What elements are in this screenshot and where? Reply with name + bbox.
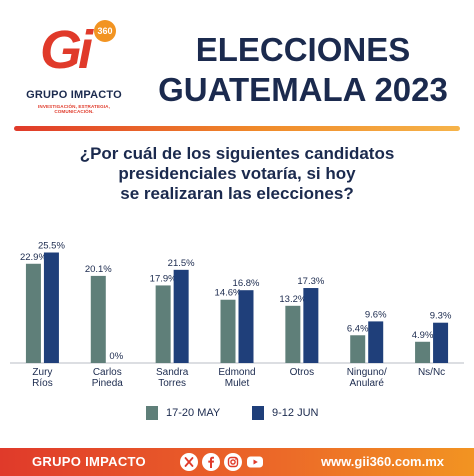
category-label: Mulet [225,378,250,389]
data-label: 16.8% [233,278,260,289]
data-label: 9.3% [430,311,452,322]
legend-swatch [146,406,158,420]
bar-jun [238,290,254,363]
poll-question: ¿Por cuál de los siguientes candidatos p… [30,144,444,204]
logo-mark: Gi 360 [40,20,116,84]
question-line-3: se realizaran las elecciones? [120,184,354,203]
question-line-2: presidenciales votaría, si hoy [118,164,356,183]
bar-jun [173,269,189,363]
legend-label: 17-20 MAY [166,407,221,419]
instagram-icon[interactable] [224,453,242,471]
data-label: 9.6% [365,309,387,320]
social-icons [180,453,264,471]
category-label: Ns/Nc [418,367,445,378]
category-label: Anularé [349,378,384,389]
data-label: 6.4% [347,323,369,334]
category-label: Otros [290,367,314,378]
bar-may [25,263,41,363]
data-label: 17.9% [150,273,177,284]
data-label: 14.6% [215,288,242,299]
bar-may [220,299,236,363]
legend: 17-20 MAY 9-12 JUN [0,403,474,423]
logo-letters: Gi [40,20,93,80]
youtube-icon[interactable] [246,453,264,471]
bar-may [415,341,431,363]
footer-brand: GRUPO IMPACTO [32,454,146,469]
bar-may [350,335,366,363]
data-label: 21.5% [168,258,195,269]
legend-item: 9-12 JUN [252,403,318,423]
data-label: 22.9% [20,252,47,263]
category-label: Torres [158,378,186,389]
data-label: 0% [109,351,123,362]
legend-label: 9-12 JUN [272,407,319,419]
logo: Gi 360 GRUPO IMPACTO INVESTIGACIÓN, ESTR… [18,20,130,116]
divider [14,126,460,131]
category-label: Ríos [32,378,53,389]
bar-may [155,285,171,363]
data-label: 17.3% [297,276,324,287]
legend-swatch [252,406,264,420]
facebook-icon[interactable] [202,453,220,471]
category-label: Edmond [218,367,255,378]
category-label: Zury [32,367,52,378]
footer: GRUPO IMPACTO www.gii360.com.mx [0,448,474,476]
bar-jun [433,322,449,363]
bar-jun [303,288,319,363]
legend-item: 17-20 MAY [146,403,220,423]
data-label: 20.1% [85,264,112,275]
category-label: Sandra [156,367,189,378]
bar-may [90,275,106,363]
bar-jun [43,252,59,363]
logo-name: GRUPO IMPACTO [26,89,122,101]
page-title: ELECCIONES GUATEMALA 2023 [142,30,464,110]
bar-jun [368,321,384,363]
category-label: Ninguno/ [347,367,387,378]
website-url[interactable]: www.gii360.com.mx [320,454,444,469]
data-label: 4.9% [412,330,434,341]
bar-may [285,305,301,363]
category-label: Carlos [93,367,122,378]
title-line-1: ELECCIONES [195,31,411,68]
title-line-2: GUATEMALA 2023 [158,71,448,108]
logo-badge: 360 [94,20,116,42]
data-label: 13.2% [279,294,306,305]
logo-tagline: INVESTIGACIÓN, ESTRATEGIA, COMUNICACIÓN. [38,104,110,114]
x-icon[interactable] [180,453,198,471]
question-line-1: ¿Por cuál de los siguientes candidatos [79,144,395,163]
data-label: 25.5% [38,241,65,252]
category-label: Pineda [92,378,124,389]
